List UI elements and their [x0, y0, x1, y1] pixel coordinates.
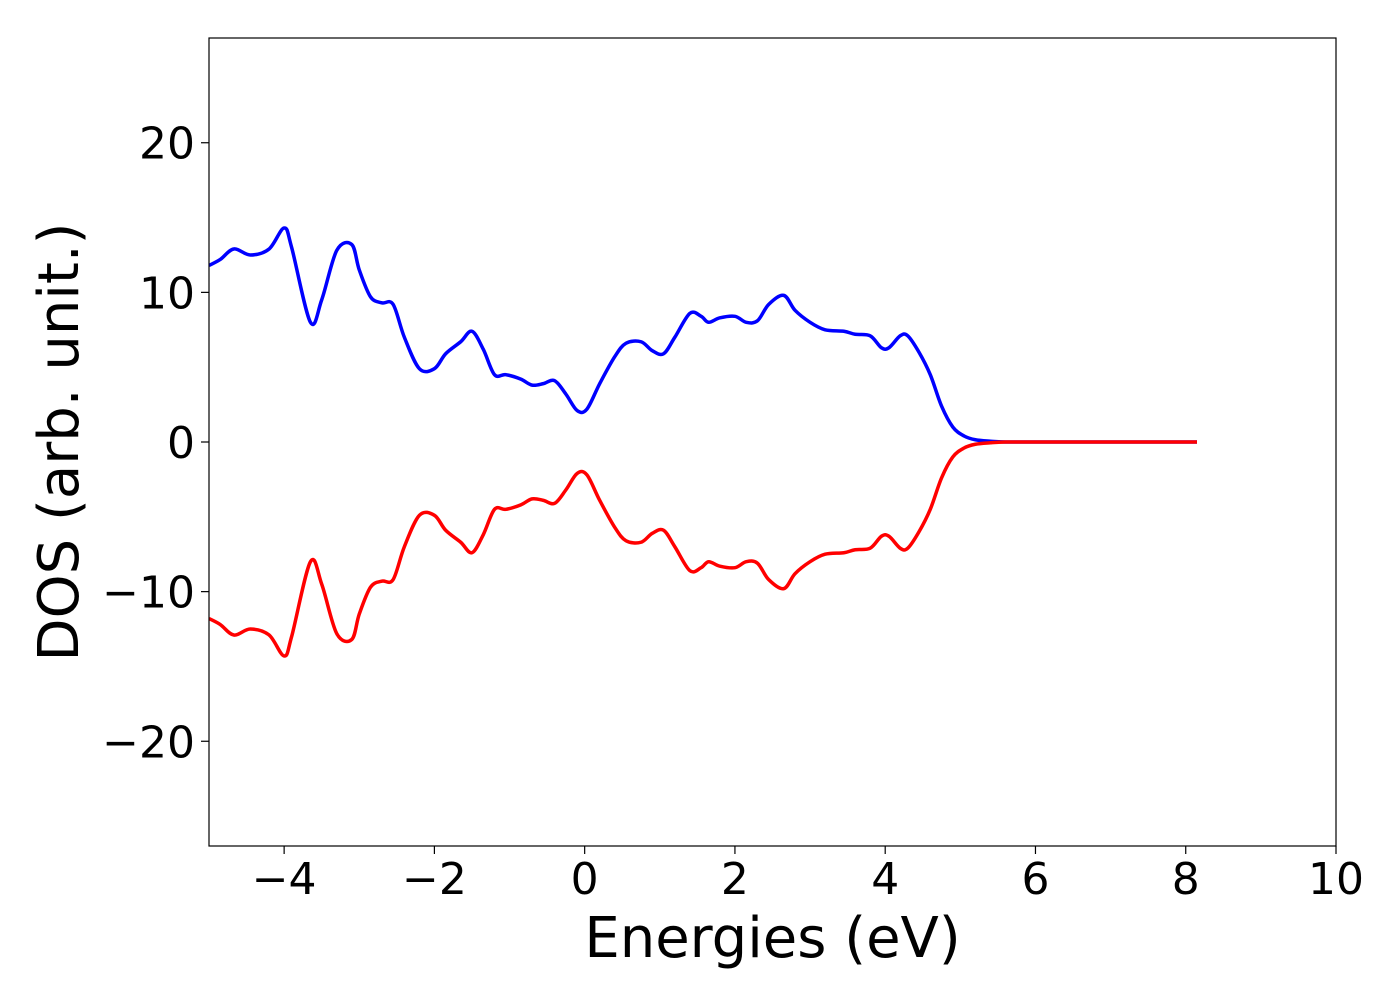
x-tick-label: 0 — [571, 854, 599, 905]
y-axis: −20 −10 0 10 20 — [102, 119, 209, 768]
y-tick-label: −20 — [102, 717, 195, 768]
y-tick-label: 10 — [139, 268, 195, 319]
y-tick-label: 0 — [167, 418, 195, 469]
series-line-spin-down — [209, 440, 1197, 658]
x-tick-label: 4 — [871, 854, 899, 905]
x-axis-label: Energies (eV) — [584, 906, 960, 971]
y-axis-label: DOS (arb. unit.) — [27, 222, 92, 661]
x-tick-label: 8 — [1172, 854, 1200, 905]
x-tick-label: 6 — [1021, 854, 1049, 905]
y-tick-label: 20 — [139, 119, 195, 170]
x-tick-label: −2 — [402, 854, 467, 905]
y-tick-label: −10 — [102, 568, 195, 619]
x-axis: −4 −2 0 2 4 6 8 10 — [252, 846, 1364, 905]
x-tick-label: 10 — [1308, 854, 1364, 905]
x-tick-label: 2 — [721, 854, 749, 905]
series-layer — [209, 226, 1197, 658]
x-tick-label: −4 — [252, 854, 317, 905]
series-line-spin-up — [209, 226, 1197, 444]
